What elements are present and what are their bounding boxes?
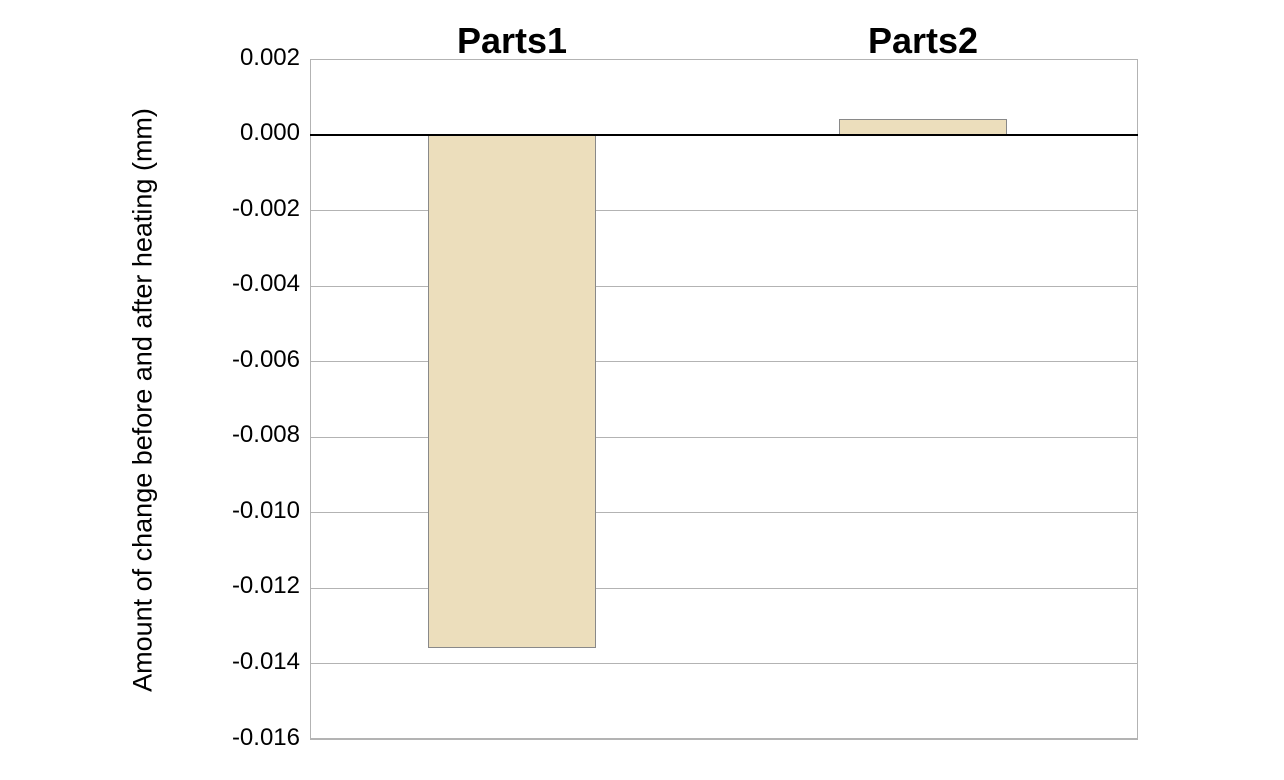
y-tick-label: -0.008	[210, 421, 300, 449]
plot-border-bottom	[310, 738, 1138, 739]
y-tick-label: -0.006	[210, 346, 300, 374]
y-tick-label: -0.010	[210, 497, 300, 525]
plot-border-top	[310, 59, 1138, 60]
category-label-parts2: Parts2	[868, 20, 978, 62]
gridline	[310, 739, 1138, 740]
category-label-parts1: Parts1	[457, 20, 567, 62]
y-axis-title: Amount of change before and after heatin…	[128, 108, 159, 692]
y-tick-label: -0.014	[210, 648, 300, 676]
chart-stage: Amount of change before and after heatin…	[0, 0, 1284, 780]
bar-parts1	[428, 135, 596, 649]
plot-border-left	[310, 59, 311, 739]
bar-parts2	[839, 119, 1007, 134]
y-tick-label: -0.004	[210, 270, 300, 298]
gridline	[310, 663, 1138, 664]
y-tick-label: -0.016	[210, 724, 300, 752]
plot-border-right	[1137, 59, 1138, 739]
y-tick-label: 0.000	[210, 119, 300, 147]
y-tick-label: -0.002	[210, 195, 300, 223]
y-tick-label: 0.002	[210, 44, 300, 72]
zero-line	[310, 134, 1138, 136]
y-tick-label: -0.012	[210, 572, 300, 600]
plot-area	[310, 58, 1138, 739]
